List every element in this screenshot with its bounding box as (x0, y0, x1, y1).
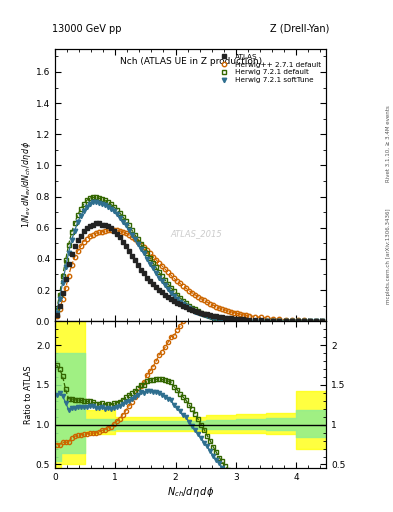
Herwig 7.2.1 default (295, 318, 300, 324)
Herwig++ 2.7.1 default (105, 227, 110, 233)
Line: Herwig 7.2.1 softTune: Herwig 7.2.1 softTune (54, 200, 324, 324)
X-axis label: $N_{ch}/d\eta\,d\phi$: $N_{ch}/d\eta\,d\phi$ (167, 485, 214, 499)
Herwig 7.2.1 softTune (54, 310, 59, 316)
Y-axis label: $1/N_{ev}\,dN_{ev}/dN_{ch}/d\eta\,d\phi$: $1/N_{ev}\,dN_{ev}/dN_{ch}/d\eta\,d\phi$ (20, 141, 33, 228)
Herwig++ 2.7.1 default (132, 237, 137, 243)
ATLAS (151, 281, 155, 287)
Herwig 7.2.1 softTune (283, 318, 288, 324)
ATLAS (136, 262, 140, 268)
Herwig 7.2.1 default (54, 307, 59, 313)
Text: Rivet 3.1.10, ≥ 3.4M events: Rivet 3.1.10, ≥ 3.4M events (386, 105, 391, 182)
Herwig++ 2.7.1 default (99, 228, 104, 234)
Herwig 7.2.1 softTune (136, 241, 140, 247)
Line: ATLAS: ATLAS (54, 221, 324, 324)
Text: Nch (ATLAS UE in Z production): Nch (ATLAS UE in Z production) (119, 57, 262, 66)
ATLAS (319, 318, 324, 324)
Herwig 7.2.1 softTune (90, 199, 95, 205)
ATLAS (156, 287, 162, 293)
ATLAS (184, 305, 189, 311)
Herwig++ 2.7.1 default (136, 239, 140, 245)
ATLAS (54, 312, 59, 318)
Herwig 7.2.1 softTune (102, 202, 107, 208)
Y-axis label: Ratio to ATLAS: Ratio to ATLAS (24, 366, 33, 424)
Herwig 7.2.1 default (132, 231, 137, 238)
ATLAS (132, 258, 137, 264)
Herwig 7.2.1 softTune (319, 318, 324, 324)
Herwig 7.2.1 default (184, 300, 189, 306)
Herwig++ 2.7.1 default (156, 260, 162, 266)
Herwig 7.2.1 softTune (151, 265, 155, 271)
Herwig 7.2.1 softTune (184, 303, 189, 309)
Text: mcplots.cern.ch [arXiv:1306.3436]: mcplots.cern.ch [arXiv:1306.3436] (386, 208, 391, 304)
Line: Herwig 7.2.1 default: Herwig 7.2.1 default (54, 195, 324, 324)
Herwig 7.2.1 softTune (156, 274, 162, 281)
Herwig 7.2.1 default (156, 269, 162, 275)
Herwig++ 2.7.1 default (319, 318, 324, 324)
Text: ATLAS_2015: ATLAS_2015 (170, 229, 222, 239)
Herwig 7.2.1 default (102, 198, 107, 204)
Line: Herwig++ 2.7.1 default: Herwig++ 2.7.1 default (54, 228, 324, 323)
ATLAS (94, 220, 98, 226)
Herwig 7.2.1 default (151, 260, 155, 266)
Herwig 7.2.1 default (136, 237, 140, 243)
Herwig 7.2.1 softTune (132, 237, 137, 243)
ATLAS (102, 222, 107, 228)
Legend: ATLAS, Herwig++ 2.7.1 default, Herwig 7.2.1 default, Herwig 7.2.1 softTune: ATLAS, Herwig++ 2.7.1 default, Herwig 7.… (215, 52, 323, 85)
Herwig++ 2.7.1 default (184, 285, 189, 291)
Herwig 7.2.1 default (319, 318, 324, 324)
Herwig++ 2.7.1 default (54, 313, 59, 319)
Text: 13000 GeV pp: 13000 GeV pp (52, 24, 122, 34)
Text: Z (Drell-Yan): Z (Drell-Yan) (270, 24, 329, 34)
Herwig++ 2.7.1 default (151, 253, 155, 260)
Herwig 7.2.1 default (90, 194, 95, 200)
